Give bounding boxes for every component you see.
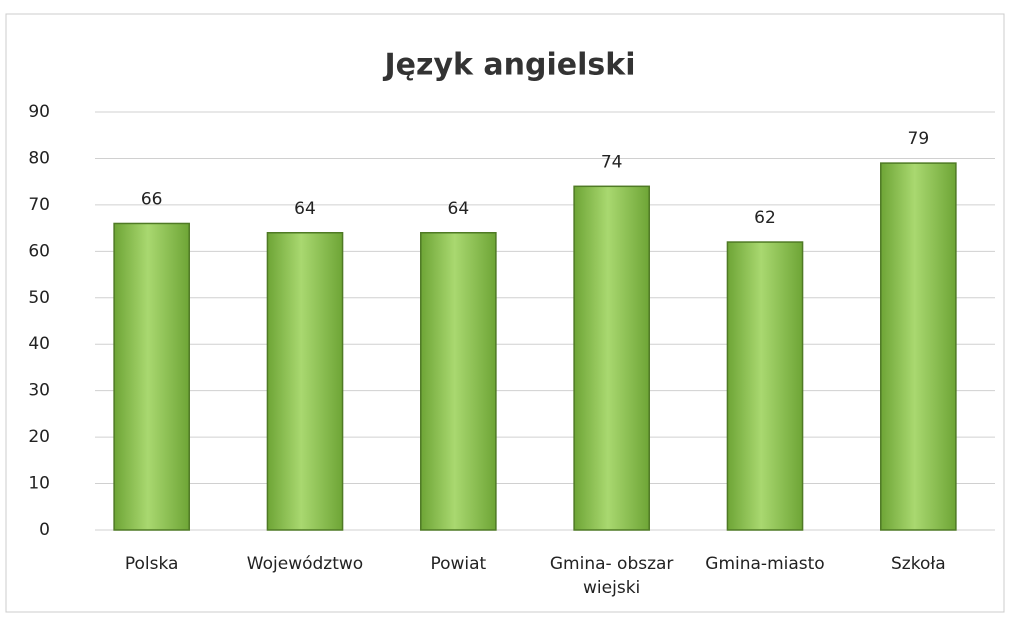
y-tick-label: 70 — [28, 195, 50, 215]
data-label: 66 — [141, 189, 163, 209]
y-tick-label: 10 — [28, 474, 50, 494]
y-tick-label: 90 — [28, 102, 50, 122]
data-label: 64 — [448, 199, 470, 219]
y-tick-label: 0 — [39, 520, 50, 540]
bar — [420, 232, 497, 531]
x-tick-label: Powiat — [430, 554, 487, 574]
y-tick-label: 50 — [28, 288, 50, 308]
chart-frame — [5, 13, 1005, 613]
chart-title: Język angielski — [382, 48, 635, 83]
y-tick-label: 80 — [28, 148, 50, 168]
data-label: 74 — [601, 152, 623, 172]
x-tick-label: Gmina- obszar wiejski — [549, 554, 674, 598]
data-label: 79 — [908, 129, 930, 149]
data-label: 64 — [294, 199, 316, 219]
x-tick-label: Polska — [124, 554, 179, 574]
bar — [113, 222, 190, 531]
data-label: 62 — [754, 208, 776, 228]
y-tick-label: 60 — [28, 241, 50, 261]
x-tick-label: Gmina-miasto — [705, 554, 825, 574]
bar — [266, 232, 344, 531]
y-tick-label: 40 — [28, 334, 50, 354]
bar — [573, 185, 650, 531]
y-tick-label: 30 — [28, 381, 50, 401]
x-tick-label: Województwo — [246, 554, 364, 574]
bar — [880, 162, 957, 531]
bar — [726, 241, 804, 531]
y-tick-label: 20 — [28, 427, 50, 447]
x-tick-label: Szkoła — [891, 554, 946, 574]
